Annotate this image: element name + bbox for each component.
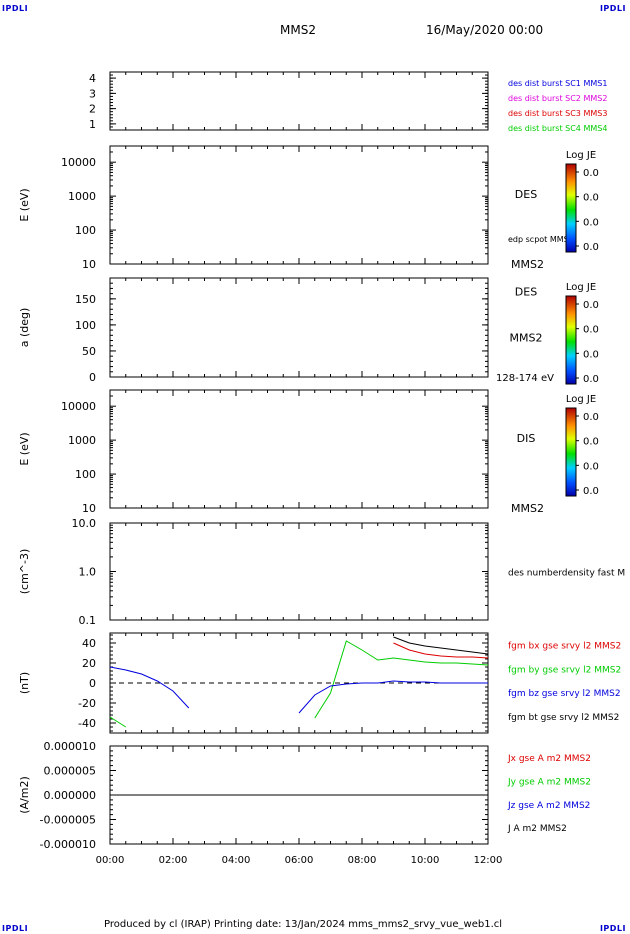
colorbar-1 bbox=[565, 163, 577, 253]
heatmap-bottom-label-1: MMS2 bbox=[511, 258, 544, 271]
panel-frame-1 bbox=[109, 145, 489, 265]
legend-entry-0: des dist burst SC1 MMS1 bbox=[508, 79, 607, 88]
series-line-b-3 bbox=[393, 636, 489, 655]
y-tick-label-4: 10.0 bbox=[72, 517, 97, 530]
y-axis-label-4: (cm^-3) bbox=[18, 549, 31, 595]
y-tick-label-6: 0.000010 bbox=[44, 740, 97, 753]
legend-entry-6: Jz gse A m2 MMS2 bbox=[507, 801, 590, 811]
y-tick-label-3: 1000 bbox=[68, 434, 96, 447]
colorbar-3 bbox=[565, 407, 577, 497]
colorbar-tick-label-1: 0.0 bbox=[583, 168, 599, 179]
colorbar-2 bbox=[565, 295, 577, 385]
colorbar-tick-label-1: 0.0 bbox=[583, 193, 599, 204]
x-tick-label: 08:00 bbox=[348, 855, 377, 866]
y-tick-label-5: -20 bbox=[78, 697, 96, 710]
heatmap-label-2: DES bbox=[515, 286, 537, 299]
colorbar-tick-label-3: 0.0 bbox=[583, 461, 599, 472]
y-tick-label-4: 1.0 bbox=[79, 566, 97, 579]
y-tick-label-2: 0 bbox=[89, 371, 96, 384]
legend-entry-4: des numberdensity fast M bbox=[508, 569, 625, 579]
colorbar-title-1: Log JE bbox=[566, 150, 596, 161]
y-tick-label-3: 100 bbox=[75, 468, 96, 481]
panel-frame-2 bbox=[109, 277, 489, 378]
y-axis-label-5: (nT) bbox=[18, 672, 31, 694]
panel-frame-3 bbox=[109, 389, 489, 509]
y-tick-label-6: 0.000000 bbox=[44, 789, 97, 802]
corner-label-top-right: IPDLI bbox=[599, 4, 626, 13]
x-tick-label: 06:00 bbox=[285, 855, 314, 866]
legend-entry-5: fgm by gse srvy l2 MMS2 bbox=[508, 665, 621, 675]
y-tick-label-5: -40 bbox=[78, 717, 96, 730]
colorbar-tick-label-1: 0.0 bbox=[583, 242, 599, 253]
legend-entry-5: fgm bt gse srvy l2 MMS2 bbox=[508, 713, 619, 723]
colorbar-title-2: Log JE bbox=[566, 282, 596, 293]
colorbar-tick-label-1: 0.0 bbox=[583, 217, 599, 228]
y-tick-label-1: 10000 bbox=[61, 156, 96, 169]
legend-entry-6: Jy gse A m2 MMS2 bbox=[507, 778, 591, 788]
y-tick-label-6: -0.000010 bbox=[40, 838, 96, 851]
legend-entry-6: J A m2 MMS2 bbox=[507, 824, 567, 834]
y-tick-label-6: 0.000005 bbox=[44, 765, 97, 778]
scpot-label: edp scpot MMS2 bbox=[508, 235, 574, 244]
legend-entry-5: fgm bz gse srvy l2 MMS2 bbox=[508, 689, 621, 699]
colorbar-tick-label-2: 0.0 bbox=[583, 300, 599, 311]
corner-label-top-left: IPDLI bbox=[2, 4, 29, 13]
y-tick-label-5: 0 bbox=[89, 677, 96, 690]
series-line-b-1 bbox=[109, 640, 489, 728]
y-tick-label-3: 10000 bbox=[61, 400, 96, 413]
legend-entry-5: fgm bx gse srvy l2 MMS2 bbox=[508, 641, 621, 651]
y-tick-label-2: 100 bbox=[75, 319, 96, 332]
figure-canvas: 1 2 3 4 des dist burst SC1 MMS1 des dist burs… bbox=[18, 71, 625, 866]
legend-entry-0: des dist burst SC4 MMS4 bbox=[508, 124, 607, 133]
colorbar-tick-label-2: 0.0 bbox=[583, 325, 599, 336]
corner-label-bottom-left: IPDLI bbox=[2, 924, 29, 933]
x-tick-label: 12:00 bbox=[474, 855, 503, 866]
legend-entry-6: Jx gse A m2 MMS2 bbox=[507, 754, 591, 764]
colorbar-title-3: Log JE bbox=[566, 394, 596, 405]
y-tick-label-5: 20 bbox=[82, 657, 96, 670]
y-tick-label-0: 3 bbox=[89, 87, 96, 100]
x-tick-label: 10:00 bbox=[411, 855, 440, 866]
heatmap-bottom-label-3: MMS2 bbox=[511, 502, 544, 515]
mission-title: MMS2 bbox=[280, 23, 316, 37]
y-tick-label-5: 40 bbox=[82, 637, 96, 650]
legend-entry-0: des dist burst SC2 MMS2 bbox=[508, 94, 607, 103]
y-tick-label-1: 10 bbox=[82, 258, 96, 271]
y-axis-label-6: (A/m2) bbox=[18, 776, 31, 814]
colorbar-tick-label-3: 0.0 bbox=[583, 412, 599, 423]
colorbar-tick-label-3: 0.0 bbox=[583, 437, 599, 448]
y-tick-label-0: 2 bbox=[89, 103, 96, 116]
x-tick-label: 02:00 bbox=[159, 855, 188, 866]
heatmap-label-3: DIS bbox=[517, 432, 536, 445]
panel-frame-4 bbox=[109, 522, 489, 621]
colorbar-tick-label-2: 0.0 bbox=[583, 349, 599, 360]
y-axis-label-2: a (deg) bbox=[18, 308, 31, 348]
legend-entry-0: des dist burst SC3 MMS3 bbox=[508, 109, 607, 118]
x-tick-label: 04:00 bbox=[222, 855, 251, 866]
date-title: 16/May/2020 00:00 bbox=[426, 23, 544, 37]
heatmap-label-1: DES bbox=[515, 188, 537, 201]
y-tick-label-0: 1 bbox=[89, 118, 96, 131]
y-tick-label-2: 50 bbox=[82, 345, 96, 358]
heatmap-label2-2: MMS2 bbox=[510, 332, 543, 345]
footer-text: Produced by cl (IRAP) Printing date: 13/… bbox=[104, 919, 503, 930]
y-tick-label-1: 1000 bbox=[68, 190, 96, 203]
corner-label-bottom-right: IPDLI bbox=[599, 924, 626, 933]
y-axis-label-1: E (eV) bbox=[18, 188, 31, 221]
y-tick-label-4: 0.1 bbox=[79, 614, 97, 627]
y-tick-label-1: 100 bbox=[75, 224, 96, 237]
y-tick-label-0: 4 bbox=[89, 72, 96, 85]
x-tick-label: 00:00 bbox=[96, 855, 125, 866]
colorbar-tick-label-3: 0.0 bbox=[583, 486, 599, 497]
heatmap-bottom-label-2: 128-174 eV bbox=[496, 373, 554, 384]
y-tick-label-2: 150 bbox=[75, 293, 96, 306]
series-line-b-2 bbox=[109, 666, 488, 714]
y-tick-label-6: -0.000005 bbox=[40, 814, 96, 827]
y-axis-label-3: E (eV) bbox=[18, 432, 31, 465]
colorbar-tick-label-2: 0.0 bbox=[583, 374, 599, 385]
y-tick-label-3: 10 bbox=[82, 502, 96, 515]
series-line-b-0 bbox=[393, 642, 489, 659]
panel-frame-0 bbox=[109, 71, 489, 131]
